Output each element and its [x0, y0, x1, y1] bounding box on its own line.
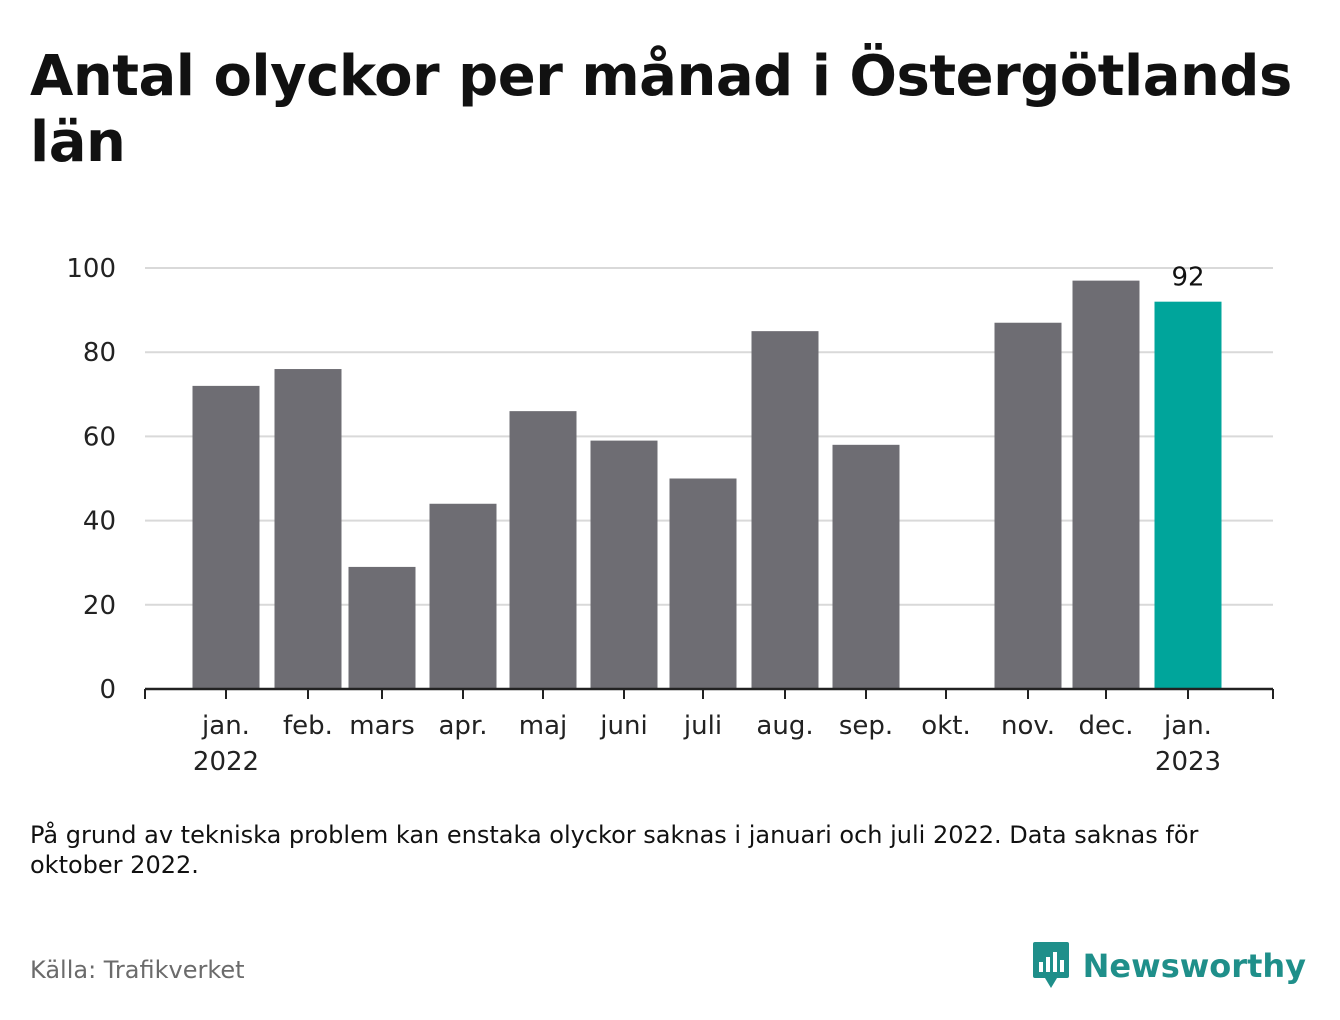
- y-tick-label: 0: [99, 675, 116, 705]
- x-tick-label: sep.: [839, 711, 893, 741]
- x-tick-label: okt.: [921, 711, 970, 741]
- x-tick-label: apr.: [438, 711, 487, 741]
- bar-4: [429, 503, 497, 689]
- brand-logo[interactable]: Newsworthy: [1031, 940, 1306, 992]
- bar-3: [348, 566, 416, 689]
- data-labels: 92: [1171, 263, 1204, 293]
- data-label: 92: [1171, 263, 1204, 293]
- newsworthy-logo-icon: [1032, 942, 1069, 988]
- y-tick-label: 60: [83, 422, 116, 452]
- source-text: Källa: Trafikverket: [30, 956, 245, 984]
- y-axis-ticks: 0 20 40 60 80 100: [66, 254, 116, 705]
- x-tick-label: jan.: [1163, 711, 1212, 741]
- x-year-label: 2022: [193, 747, 259, 777]
- bar-12: [1072, 280, 1140, 689]
- x-tick-label: aug.: [756, 711, 813, 741]
- bar-13: [1154, 301, 1222, 689]
- x-axis-ticks: jan. 2022 feb. mars apr. maj juni juli aug. sep. o…: [193, 689, 1221, 777]
- footnote: På grund av tekniska problem kan enstaka…: [30, 821, 1199, 879]
- x-axis: [144, 687, 1274, 699]
- x-tick-label: juli: [683, 711, 722, 741]
- x-tick-label: juni: [599, 711, 647, 741]
- y-tick-label: 100: [66, 254, 116, 284]
- y-tick-label: 80: [83, 338, 116, 368]
- brand-name: Newsworthy: [1082, 947, 1306, 985]
- x-tick-label: jan.: [201, 711, 250, 741]
- x-tick-label: feb.: [283, 711, 333, 741]
- bar-2: [274, 369, 342, 689]
- x-tick-label: maj: [519, 711, 567, 741]
- x-tick-label: mars: [349, 711, 415, 741]
- y-tick-label: 40: [83, 507, 116, 537]
- y-tick-label: 20: [83, 591, 116, 621]
- x-tick-label: nov.: [1001, 711, 1055, 741]
- bar-7: [669, 478, 737, 689]
- bar-8: [751, 331, 819, 689]
- bar-9: [832, 444, 900, 689]
- bar-1: [192, 385, 260, 689]
- bar-6: [590, 440, 658, 689]
- x-year-label: 2023: [1155, 747, 1221, 777]
- chart-title: Antal olyckor per månad i Östergötlands …: [30, 44, 1292, 175]
- bar-5: [509, 411, 577, 689]
- bars: [192, 280, 1222, 689]
- bar-11: [994, 322, 1062, 689]
- x-tick-label: dec.: [1078, 711, 1133, 741]
